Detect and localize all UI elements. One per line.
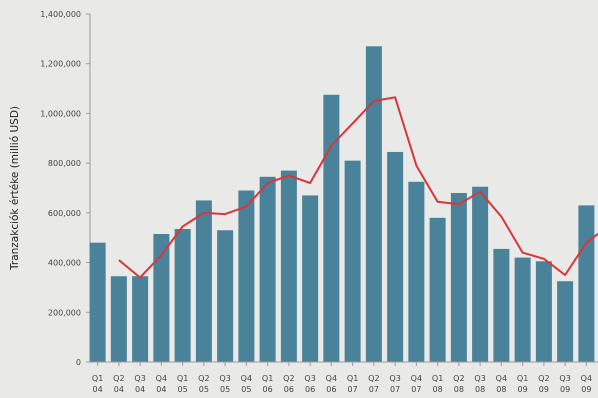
x-tick-year-label: 07 bbox=[348, 385, 358, 394]
y-tick-label: 1,200,000 bbox=[40, 60, 81, 69]
y-tick-label: 800,000 bbox=[48, 159, 81, 168]
x-tick-quarter-label: Q2 bbox=[453, 374, 464, 383]
x-tick-year-label: 08 bbox=[496, 385, 506, 394]
bar bbox=[472, 186, 489, 362]
y-tick-label: 400,000 bbox=[48, 259, 81, 268]
bar bbox=[450, 192, 467, 362]
y-tick-label: 1,000,000 bbox=[40, 109, 81, 118]
bar bbox=[578, 205, 595, 362]
x-tick-year-label: 09 bbox=[539, 385, 549, 394]
bar-series bbox=[89, 46, 595, 363]
x-tick-quarter-label: Q1 bbox=[432, 374, 443, 383]
x-tick-year-label: 09 bbox=[560, 385, 570, 394]
x-tick-quarter-label: Q4 bbox=[411, 374, 422, 383]
bar bbox=[387, 151, 404, 362]
x-tick-year-label: 05 bbox=[199, 385, 209, 394]
bar bbox=[259, 176, 276, 362]
x-tick-year-label: 04 bbox=[114, 385, 124, 394]
x-tick-quarter-label: Q2 bbox=[198, 374, 209, 383]
x-tick-quarter-label: Q1 bbox=[177, 374, 188, 383]
bar bbox=[514, 257, 531, 362]
x-tick-year-label: 06 bbox=[284, 385, 294, 394]
bar bbox=[365, 46, 382, 363]
y-tick-label: 600,000 bbox=[48, 209, 81, 218]
x-tick-year-label: 08 bbox=[475, 385, 485, 394]
x-tick-year-label: 08 bbox=[454, 385, 464, 394]
x-tick-quarter-label: Q4 bbox=[156, 374, 167, 383]
bar bbox=[535, 261, 552, 362]
x-tick-quarter-label: Q2 bbox=[538, 374, 549, 383]
x-tick-year-label: 04 bbox=[93, 385, 103, 394]
bar bbox=[302, 195, 319, 362]
x-tick-quarter-label: Q2 bbox=[113, 374, 124, 383]
trend-line bbox=[118, 96, 598, 279]
bar bbox=[89, 242, 106, 362]
x-tick-quarter-label: Q3 bbox=[219, 374, 230, 383]
x-tick-year-label: 07 bbox=[411, 385, 421, 394]
x-tick-year-label: 05 bbox=[178, 385, 188, 394]
x-tick-quarter-label: Q3 bbox=[559, 374, 570, 383]
y-axis-label: Tranzakciók értéke (millió USD) bbox=[9, 106, 21, 271]
x-tick-quarter-label: Q1 bbox=[92, 374, 103, 383]
x-tick-quarter-label: Q1 bbox=[262, 374, 273, 383]
x-tick-year-label: 09 bbox=[518, 385, 528, 394]
x-tick-year-label: 07 bbox=[390, 385, 400, 394]
x-tick-quarter-label: Q3 bbox=[389, 374, 400, 383]
x-tick-year-label: 06 bbox=[326, 385, 336, 394]
x-tick-year-label: 09 bbox=[581, 385, 591, 394]
bar bbox=[429, 217, 446, 362]
bar bbox=[153, 233, 170, 362]
x-tick-year-label: 05 bbox=[241, 385, 251, 394]
bar bbox=[323, 94, 340, 363]
x-tick-year-label: 08 bbox=[433, 385, 443, 394]
y-tick-label: 1,400,000 bbox=[40, 10, 81, 19]
x-tick-year-label: 07 bbox=[369, 385, 379, 394]
bar bbox=[280, 170, 297, 362]
y-axis: 0 200,000 400,000 600,000 800,000 1,000,000 1,… bbox=[40, 10, 91, 367]
x-tick-quarter-label: Q4 bbox=[241, 374, 252, 383]
bar bbox=[195, 200, 212, 362]
x-tick-year-label: 06 bbox=[263, 385, 273, 394]
x-tick-year-label: 06 bbox=[305, 385, 315, 394]
x-tick-quarter-label: Q1 bbox=[347, 374, 358, 383]
x-tick-quarter-label: Q4 bbox=[496, 374, 507, 383]
x-tick-year-label: 04 bbox=[156, 385, 166, 394]
x-tick-quarter-label: Q4 bbox=[581, 374, 592, 383]
bar bbox=[238, 190, 255, 362]
bar bbox=[557, 281, 574, 362]
bar bbox=[110, 276, 127, 362]
x-tick-year-label: 05 bbox=[220, 385, 230, 394]
x-tick-quarter-label: Q3 bbox=[304, 374, 315, 383]
x-tick-quarter-label: Q3 bbox=[474, 374, 485, 383]
x-tick-quarter-label: Q2 bbox=[283, 374, 294, 383]
bar bbox=[493, 248, 510, 362]
x-axis: Q1 04 Q2 04 Q3 04 Q4 04 Q1 05 Q2 05 Q3 05 Q4 05 Q1 06 Q2 06… bbox=[90, 361, 598, 394]
y-tick-label: 0 bbox=[76, 358, 81, 367]
x-tick-quarter-label: Q3 bbox=[134, 374, 145, 383]
y-tick-label: 200,000 bbox=[48, 308, 81, 317]
bar bbox=[344, 160, 361, 362]
x-tick-quarter-label: Q4 bbox=[326, 374, 337, 383]
x-tick-quarter-label: Q1 bbox=[517, 374, 528, 383]
bar bbox=[408, 181, 425, 362]
x-tick-quarter-label: Q2 bbox=[368, 374, 379, 383]
x-tick-year-label: 04 bbox=[135, 385, 145, 394]
bar bbox=[132, 276, 149, 362]
bar bbox=[217, 230, 234, 362]
bar bbox=[174, 229, 191, 362]
